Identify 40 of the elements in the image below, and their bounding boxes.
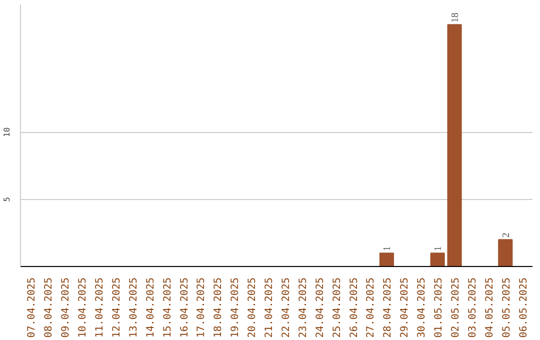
- x-tick-label: 08.04.2025: [44, 277, 55, 338]
- x-tick-label: 09.04.2025: [60, 277, 72, 338]
- y-tick-label: 5: [2, 196, 12, 202]
- x-tick-label: 07.04.2025: [26, 277, 38, 338]
- x-tick-label: 27.04.2025: [366, 277, 377, 338]
- x-tick-label: 13.04.2025: [128, 277, 140, 338]
- bar: [430, 252, 445, 266]
- data-label: 2: [500, 232, 512, 238]
- bar: [498, 239, 513, 266]
- x-tick-label: 21.04.2025: [264, 277, 276, 338]
- x-tick-label: 06.05.2025: [518, 277, 530, 338]
- x-tick-label: 11.04.2025: [94, 277, 106, 338]
- x-tick-label: 12.04.2025: [111, 277, 122, 338]
- x-tick-label: 19.04.2025: [230, 277, 242, 338]
- bar: [379, 252, 394, 266]
- data-label: 1: [382, 246, 394, 252]
- x-tick-label: 02.05.2025: [450, 277, 462, 338]
- x-tick-label: 20.04.2025: [247, 277, 258, 338]
- data-label: 18: [450, 12, 462, 23]
- x-tick-label: 24.04.2025: [314, 277, 326, 338]
- x-tick-label: 10.04.2025: [78, 277, 89, 338]
- bar: [447, 24, 462, 266]
- x-tick-label: 23.04.2025: [298, 277, 309, 338]
- x-tick-label: 25.04.2025: [332, 277, 343, 338]
- x-tick-label: 17.04.2025: [196, 277, 208, 338]
- x-tick-label: 28.04.2025: [382, 277, 394, 338]
- x-tick-label: 18.04.2025: [213, 277, 224, 338]
- x-tick-label: 03.05.2025: [467, 277, 478, 338]
- y-tick-label: 10: [2, 127, 12, 137]
- x-tick-label: 29.04.2025: [400, 277, 411, 338]
- x-tick-label: 14.04.2025: [145, 277, 156, 338]
- x-tick-label: 16.04.2025: [179, 277, 190, 338]
- x-tick-label: 30.04.2025: [416, 277, 428, 338]
- data-label: 1: [433, 246, 444, 252]
- x-tick-label: 26.04.2025: [348, 277, 360, 338]
- x-tick-label: 04.05.2025: [484, 277, 496, 338]
- x-tick-label: 22.04.2025: [280, 277, 292, 338]
- x-tick-label: 01.05.2025: [434, 277, 445, 338]
- x-tick-label: 05.05.2025: [501, 277, 512, 338]
- x-tick-label: 15.04.2025: [162, 277, 174, 338]
